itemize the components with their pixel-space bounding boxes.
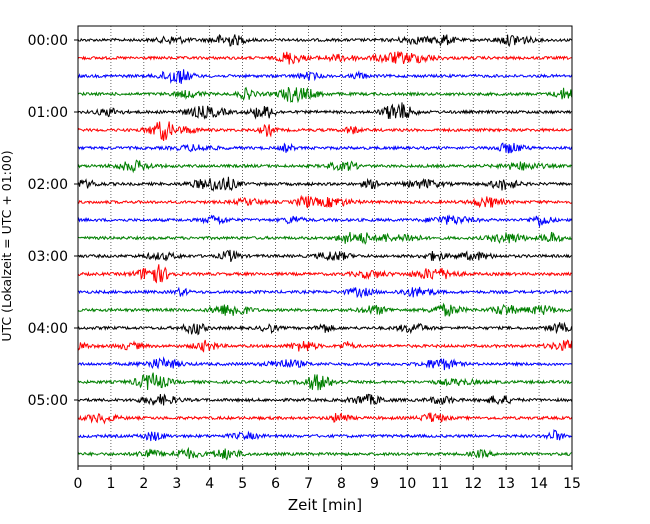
x-tick-label: 11 xyxy=(431,476,449,492)
x-tick-label: 4 xyxy=(205,476,214,492)
x-tick-label: 15 xyxy=(563,476,581,492)
x-tick-label: 10 xyxy=(398,476,416,492)
x-tick-label: 6 xyxy=(271,476,280,492)
x-tick-label: 3 xyxy=(172,476,181,492)
y-axis-ticks: 00:00 01:00 02:00 03:00 04:00 05:00 xyxy=(28,33,78,409)
x-tick-label: 5 xyxy=(238,476,247,492)
trace-0215 xyxy=(77,194,572,209)
x-tick-label: 13 xyxy=(497,476,515,492)
trace-0030 xyxy=(77,69,573,85)
trace-0445 xyxy=(77,372,572,391)
trace-0545 xyxy=(77,446,572,461)
trace-0430 xyxy=(77,356,572,371)
trace-0500 xyxy=(77,393,573,406)
x-tick-label: 0 xyxy=(74,476,83,492)
trace-0515 xyxy=(77,412,573,425)
x-axis-ticks: 0 1 2 3 4 5 6 7 8 9 10 11 12 13 14 15 xyxy=(74,466,581,492)
trace-0045 xyxy=(77,86,573,104)
x-tick-label: 1 xyxy=(106,476,115,492)
trace-0400 xyxy=(77,321,573,336)
x-tick-label: 12 xyxy=(464,476,482,492)
y-tick-label: 01:00 xyxy=(28,105,68,121)
trace-0330 xyxy=(78,286,572,299)
trace-0415 xyxy=(77,339,573,353)
trace-0300 xyxy=(77,249,572,262)
y-tick-label: 05:00 xyxy=(28,393,68,409)
trace-0100 xyxy=(77,102,572,120)
x-tick-label: 2 xyxy=(139,476,148,492)
trace-0245 xyxy=(77,231,572,245)
trace-0015 xyxy=(77,51,572,65)
trace-0000 xyxy=(77,33,572,48)
trace-0345 xyxy=(77,302,572,317)
y-axis-label: UTC (Lokalzeit = UTC + 01:00) xyxy=(0,150,14,341)
x-tick-label: 8 xyxy=(337,476,346,492)
trace-0530 xyxy=(77,429,572,442)
y-tick-label: 03:00 xyxy=(28,249,68,265)
trace-0130 xyxy=(77,142,573,154)
trace-0145 xyxy=(77,159,572,174)
x-tick-label: 14 xyxy=(530,476,548,492)
seismic-traces xyxy=(77,33,573,461)
y-tick-label: 04:00 xyxy=(28,321,68,337)
y-tick-label: 00:00 xyxy=(28,33,68,49)
trace-0230 xyxy=(77,214,573,229)
plot-frame xyxy=(77,25,573,467)
y-tick-label: 02:00 xyxy=(28,177,68,193)
trace-0315 xyxy=(77,264,572,284)
trace-0200 xyxy=(77,176,572,192)
x-tick-label: 7 xyxy=(304,476,313,492)
x-axis-label: Zeit [min] xyxy=(288,496,362,514)
trace-0115 xyxy=(77,121,572,141)
x-tick-label: 9 xyxy=(370,476,379,492)
